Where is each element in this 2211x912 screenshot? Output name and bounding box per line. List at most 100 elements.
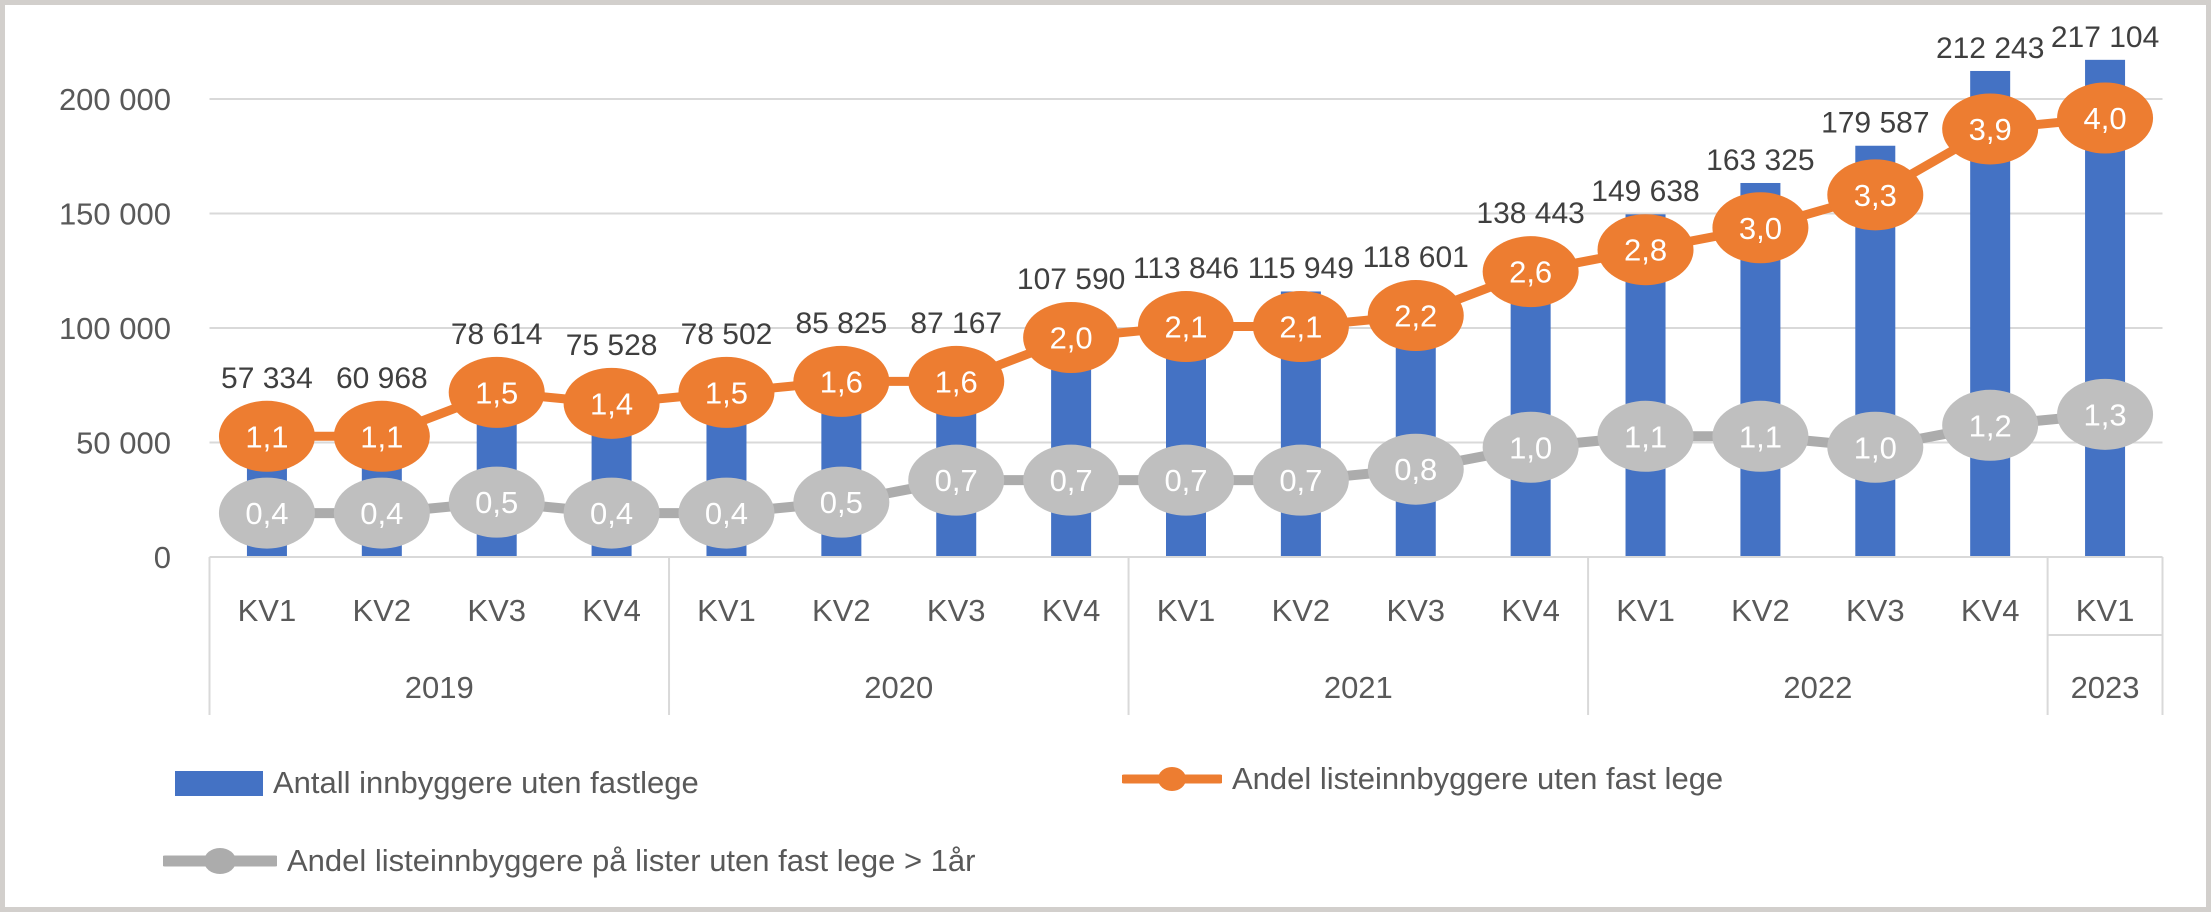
quarter-label: KV2 (353, 593, 412, 628)
quarter-label: KV4 (1501, 593, 1560, 628)
gray-marker (793, 466, 890, 538)
orange-marker (1827, 159, 1924, 231)
gray-marker-value-label: 0,7 (935, 463, 978, 498)
quarter-label: KV1 (1157, 593, 1216, 628)
orange-marker (1367, 280, 1464, 352)
bar-value-label: 87 167 (910, 307, 1002, 340)
bar-value-label: 113 846 (1133, 252, 1239, 285)
bar-value-label: 163 325 (1706, 144, 1814, 177)
orange-marker-value-label: 1,5 (705, 375, 748, 410)
orange-marker-value-label: 4,0 (2084, 101, 2127, 136)
quarter-label: KV2 (1272, 593, 1331, 628)
gray-marker (678, 477, 775, 549)
bar-value-label: 115 949 (1248, 252, 1354, 285)
orange-marker-value-label: 3,3 (1854, 178, 1897, 213)
gray-marker-value-label: 1,2 (1969, 408, 2012, 443)
quarter-label: KV2 (812, 593, 871, 628)
bar-value-label: 60 968 (336, 362, 428, 395)
y-axis-tick-label: 200 000 (59, 82, 171, 117)
gray-marker-value-label: 0,5 (475, 485, 518, 520)
y-axis-tick-label: 50 000 (76, 426, 171, 461)
bar-value-label: 217 104 (2051, 21, 2159, 54)
gray-marker (563, 477, 660, 549)
gray-marker-value-label: 0,7 (1164, 463, 1207, 498)
orange-marker (1138, 291, 1234, 363)
orange-marker-value-label: 2,1 (1279, 310, 1322, 345)
gray-marker (1367, 433, 1464, 505)
bar-value-label: 75 528 (566, 329, 658, 362)
quarter-label: KV4 (1042, 593, 1101, 628)
gray-marker (1712, 400, 1809, 472)
quarter-label: KV4 (582, 593, 641, 628)
gray-marker (1252, 444, 1349, 516)
chart-plot-area: 0 50 000 100 000 150 000 200 000 2019 2020 2021… (59, 21, 2164, 715)
orange-marker (678, 356, 775, 428)
year-label: 2021 (1324, 670, 1393, 705)
gray-marker (908, 444, 1005, 516)
orange-marker-value-label: 1,1 (360, 419, 403, 454)
gray-marker-value-label: 0,5 (820, 485, 863, 520)
orange-marker (2057, 82, 2154, 154)
orange-marker (333, 400, 430, 472)
orange-marker (1023, 302, 1120, 373)
gray-marker-value-label: 0,4 (245, 496, 288, 531)
gray-marker-value-label: 1,0 (1854, 430, 1897, 465)
bar-value-label: 149 638 (1591, 175, 1699, 208)
gray-marker-value-label: 0,4 (360, 496, 403, 531)
gray-marker-value-label: 1,0 (1509, 430, 1552, 465)
orange-marker-value-label: 2,0 (1050, 321, 1093, 356)
quarter-label: KV3 (1846, 593, 1905, 628)
gray-marker (1482, 411, 1579, 483)
orange-marker (1482, 236, 1579, 308)
y-axis-tick-label: 150 000 (59, 197, 171, 232)
gray-marker (218, 477, 315, 549)
legend-bar-swatch (175, 770, 263, 796)
gray-marker (1138, 444, 1234, 516)
bar-value-label: 57 334 (221, 362, 313, 395)
orange-marker (1712, 192, 1809, 264)
gray-marker (333, 477, 430, 549)
gray-marker (1827, 411, 1924, 483)
orange-marker (563, 367, 660, 439)
legend-item-andel-uten-fast-lege: Andel listeinnbyggere uten fast lege (1122, 761, 1723, 797)
legend-label-andel-uten: Andel listeinnbyggere uten fast lege (1232, 761, 1724, 796)
gray-marker (1023, 444, 1120, 516)
gray-marker-value-label: 0,7 (1050, 463, 1093, 498)
gray-marker-value-label: 1,1 (1739, 419, 1782, 454)
quarter-label: KV3 (1386, 593, 1445, 628)
gray-marker-value-label: 0,7 (1279, 463, 1322, 498)
orange-marker-value-label: 1,5 (475, 375, 518, 410)
gray-marker-value-label: 0,8 (1394, 452, 1437, 487)
orange-marker (1597, 214, 1694, 286)
legend-label-andel-1aar: Andel listeinnbyggere på lister uten fas… (287, 843, 976, 878)
legend-item-andel-over-1aar: Andel listeinnbyggere på lister uten fas… (163, 843, 975, 879)
quarter-label: KV1 (697, 593, 756, 628)
gray-marker (448, 466, 545, 538)
orange-marker (908, 345, 1005, 417)
orange-marker-value-label: 2,1 (1164, 310, 1207, 345)
year-label: 2020 (864, 670, 933, 705)
orange-marker-value-label: 3,9 (1969, 112, 2012, 147)
gray-marker (1597, 400, 1694, 472)
quarter-label: KV1 (238, 593, 297, 628)
bar-value-label: 118 601 (1363, 241, 1469, 274)
orange-marker-value-label: 1,1 (245, 419, 288, 454)
quarter-label: KV2 (1731, 593, 1790, 628)
quarter-label: KV3 (927, 593, 986, 628)
y-axis-tick-label: 0 (154, 540, 171, 575)
gray-marker-value-label: 1,3 (2084, 397, 2127, 432)
orange-marker-value-label: 2,8 (1624, 233, 1667, 268)
year-label: 2019 (405, 670, 474, 705)
orange-marker (1252, 291, 1349, 363)
legend-label-antall: Antall innbyggere uten fastlege (273, 765, 699, 800)
gray-marker-value-label: 1,1 (1624, 419, 1667, 454)
orange-marker (793, 345, 890, 417)
legend-line-marker-gray-icon (163, 848, 277, 874)
gray-marker (1942, 389, 2039, 461)
year-label: 2023 (2071, 670, 2140, 705)
bar-value-label: 107 590 (1017, 263, 1125, 296)
orange-marker (218, 400, 315, 472)
quarter-label: KV1 (2076, 593, 2135, 628)
orange-marker (448, 356, 545, 428)
bar-value-label: 85 825 (795, 307, 887, 340)
